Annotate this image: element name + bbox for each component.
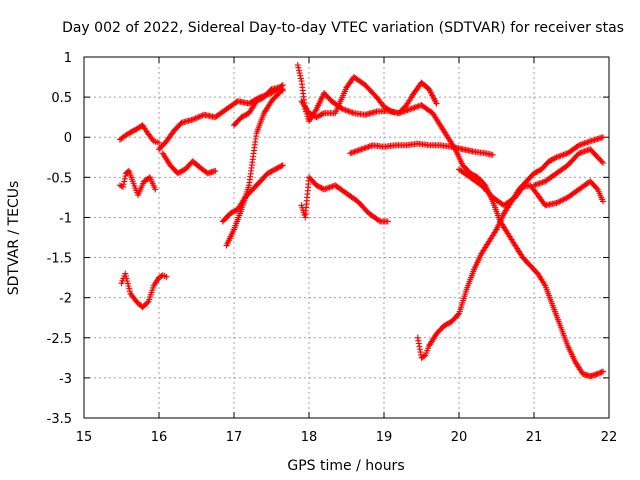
data-point bbox=[294, 62, 301, 69]
data-point bbox=[600, 368, 606, 375]
y-tick-label: 0 bbox=[64, 131, 72, 146]
series-track-k bbox=[298, 174, 391, 225]
data-point bbox=[121, 175, 128, 182]
series-track-h bbox=[219, 162, 286, 225]
data-point bbox=[278, 162, 285, 169]
y-tick-label: 1 bbox=[64, 51, 72, 66]
data-point bbox=[454, 311, 461, 318]
data-point bbox=[120, 183, 126, 190]
data-point bbox=[376, 217, 382, 224]
series-track-o bbox=[531, 146, 606, 189]
x-tick-label: 22 bbox=[601, 430, 618, 445]
x-tick-label: 15 bbox=[76, 430, 93, 445]
x-tick-label: 18 bbox=[301, 430, 318, 445]
y-tick-label: -0.5 bbox=[47, 171, 72, 186]
data-point bbox=[163, 273, 170, 280]
y-tick-label: 0.5 bbox=[51, 91, 72, 106]
data-point bbox=[152, 186, 159, 193]
data-point bbox=[596, 370, 603, 377]
data-point bbox=[552, 154, 559, 161]
data-point bbox=[156, 139, 162, 146]
y-tick-label: -1 bbox=[59, 211, 72, 226]
data-point bbox=[597, 157, 604, 164]
data-point bbox=[598, 158, 605, 165]
data-point bbox=[561, 195, 568, 202]
data-point bbox=[120, 181, 127, 188]
y-tick-label: -3 bbox=[59, 372, 72, 387]
data-point bbox=[121, 178, 128, 185]
series-track-l bbox=[347, 140, 496, 158]
series-track-f bbox=[223, 86, 286, 249]
data-point bbox=[279, 162, 286, 169]
data-point bbox=[338, 105, 345, 112]
data-point bbox=[297, 72, 304, 79]
data-point bbox=[554, 199, 561, 206]
x-tick-label: 21 bbox=[526, 430, 543, 445]
data-point bbox=[596, 155, 603, 162]
data-point bbox=[295, 64, 302, 71]
data-point bbox=[574, 143, 581, 150]
x-axis-ticks: 15 16 17 18 19 20 21 22 bbox=[76, 57, 618, 445]
data-point bbox=[597, 369, 604, 376]
data-point bbox=[593, 185, 600, 192]
data-point bbox=[421, 353, 427, 360]
data-point bbox=[193, 114, 200, 121]
data-point bbox=[122, 173, 129, 180]
data-point bbox=[557, 197, 564, 204]
data-point bbox=[297, 75, 304, 82]
data-point bbox=[279, 87, 286, 94]
data-point bbox=[384, 218, 391, 225]
y-tick-label: -2 bbox=[59, 292, 72, 307]
chart-title: Day 002 of 2022, Sidereal Day-to-day VTE… bbox=[62, 20, 624, 36]
data-point bbox=[387, 107, 394, 114]
series-track-n bbox=[456, 166, 606, 209]
data-point bbox=[559, 197, 566, 204]
data-point bbox=[192, 115, 199, 122]
data-point bbox=[600, 198, 606, 205]
data-point bbox=[600, 134, 606, 141]
data-point bbox=[433, 100, 440, 107]
data-point bbox=[600, 159, 606, 166]
series-track-j bbox=[298, 74, 440, 121]
series-track-d bbox=[156, 82, 286, 153]
x-tick-label: 20 bbox=[451, 430, 468, 445]
data-points bbox=[117, 62, 606, 380]
data-point bbox=[296, 67, 302, 74]
data-point bbox=[553, 200, 560, 207]
data-point bbox=[489, 151, 496, 158]
data-point bbox=[296, 70, 303, 77]
data-point bbox=[196, 113, 203, 120]
y-axis-label: SDTVAR / TECUs bbox=[6, 181, 22, 296]
data-point bbox=[191, 115, 198, 122]
y-tick-label: -3.5 bbox=[47, 412, 72, 427]
series-track-b bbox=[117, 167, 159, 198]
series-track-m bbox=[414, 134, 606, 361]
x-axis-label: GPS time / hours bbox=[287, 458, 404, 474]
data-point bbox=[556, 198, 563, 205]
series-track-i bbox=[294, 62, 606, 380]
data-point bbox=[594, 154, 601, 161]
data-point bbox=[278, 86, 285, 93]
x-tick-label: 16 bbox=[151, 430, 168, 445]
x-tick-label: 17 bbox=[226, 430, 243, 445]
data-point bbox=[598, 369, 605, 376]
data-point bbox=[594, 370, 601, 377]
y-axis-ticks: -3.5 -3 -2.5 -2 -1.5 -1 -0.5 0 0.5 1 bbox=[47, 51, 609, 427]
series-track-g bbox=[231, 84, 286, 129]
data-point bbox=[144, 299, 151, 306]
data-point bbox=[189, 116, 196, 123]
series-track-a bbox=[117, 122, 162, 146]
data-point bbox=[212, 167, 219, 174]
y-tick-label: -2.5 bbox=[47, 332, 72, 347]
data-point bbox=[198, 112, 205, 119]
series-track-e bbox=[159, 150, 219, 177]
data-point bbox=[560, 196, 567, 203]
data-point bbox=[195, 114, 202, 121]
y-tick-label: -1.5 bbox=[47, 252, 72, 267]
plot-frame bbox=[83, 56, 610, 419]
x-tick-label: 19 bbox=[376, 430, 393, 445]
data-point bbox=[319, 110, 326, 117]
series-track-c bbox=[118, 270, 170, 311]
